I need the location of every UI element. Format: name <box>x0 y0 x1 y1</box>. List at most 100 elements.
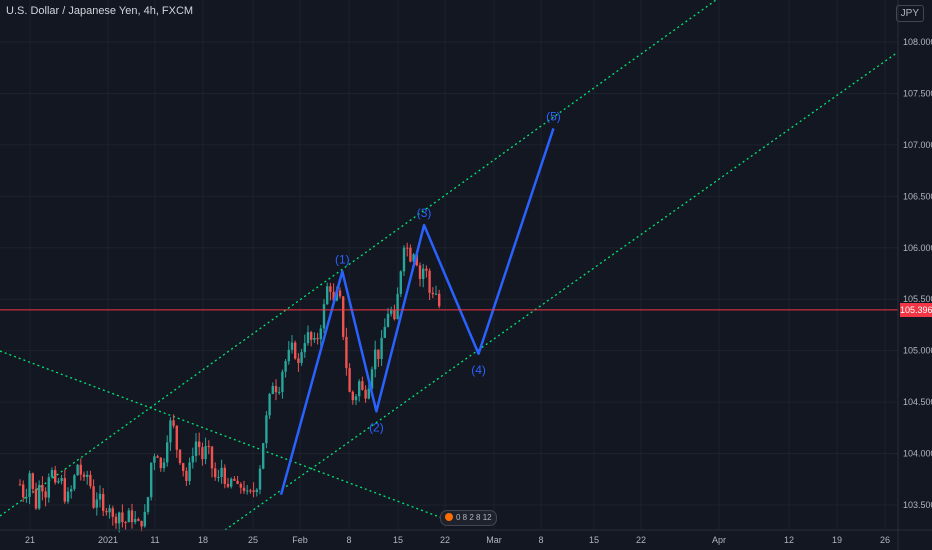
candle-body <box>150 462 153 498</box>
candle-body <box>86 474 89 477</box>
candle-body <box>191 455 194 463</box>
candles <box>18 242 441 533</box>
candle-body <box>114 516 118 524</box>
candle-body <box>66 491 70 502</box>
candle-body <box>172 420 175 426</box>
candle-body <box>95 499 98 508</box>
candle-body <box>287 349 290 362</box>
wave-label: (5) <box>546 109 561 123</box>
candle-body <box>233 478 236 481</box>
candle-body <box>230 478 233 487</box>
candle-body <box>281 371 284 392</box>
candle-body <box>386 313 390 327</box>
wave-label: (4) <box>471 363 486 377</box>
candle-body <box>284 361 287 372</box>
candle-body <box>182 463 185 471</box>
candle-body <box>374 349 377 370</box>
candle-body <box>358 381 361 397</box>
candle-body <box>409 247 412 262</box>
candle-body <box>399 271 402 294</box>
candle-body <box>76 464 79 476</box>
candle-body <box>146 497 150 512</box>
candle-body <box>137 519 140 521</box>
candle-body <box>201 447 204 460</box>
candle-body <box>367 388 370 399</box>
time-tick-label: 26 <box>880 535 890 545</box>
candle-body <box>396 293 399 320</box>
candle-body <box>242 487 246 492</box>
candle-body <box>140 520 143 527</box>
candle-body <box>278 391 281 393</box>
candle-body <box>159 457 162 469</box>
candle-body <box>89 474 92 487</box>
time-axis[interactable]: 21 2021 11 18 25 Feb 8 15 22 Mar 8 15 22 Apr 12 19 26 <box>0 529 932 545</box>
candle-body <box>156 456 159 458</box>
candle-body <box>169 420 172 443</box>
candle-body <box>38 484 41 509</box>
candle-body <box>274 386 278 393</box>
candle-body <box>434 293 438 295</box>
candle-body <box>178 449 182 464</box>
last-price-tag: 105.396 <box>900 302 932 317</box>
candle-body <box>63 478 66 502</box>
candle-body <box>438 293 441 307</box>
candle-body <box>47 477 50 498</box>
candle-body <box>60 478 63 482</box>
candle-body <box>22 484 25 498</box>
candle-body <box>415 254 418 266</box>
candle-body <box>364 389 367 399</box>
candle-body <box>50 470 54 478</box>
price-tick-label: 104.000 <box>903 449 932 459</box>
time-tick-label: 11 <box>150 535 159 545</box>
wave-label: (1) <box>335 252 350 266</box>
candle-body <box>54 470 57 483</box>
candle-body <box>134 519 137 523</box>
candle-body <box>239 483 242 488</box>
time-tick-label: 2021 <box>98 535 118 545</box>
candle-body <box>204 446 207 460</box>
candle-body <box>143 511 146 527</box>
candle-body <box>425 268 428 271</box>
candle-body <box>252 490 255 492</box>
candle-body <box>185 470 188 481</box>
candle-body <box>329 286 332 292</box>
time-tick-label: 15 <box>589 535 599 545</box>
candle-body <box>162 462 166 469</box>
candle-body <box>262 443 265 469</box>
candle-body <box>390 310 393 314</box>
candle-body <box>79 464 82 475</box>
price-tick-label: 105.500 <box>903 294 932 304</box>
currency-badge[interactable]: JPY <box>895 5 924 22</box>
candle-body <box>351 391 354 401</box>
elliott-wave-path[interactable]: (1) (2) (3) (4) (5) <box>279 109 561 496</box>
candle-body <box>431 292 434 295</box>
candle-body <box>306 332 310 344</box>
candle-body <box>28 473 31 497</box>
candle-body <box>322 304 326 329</box>
candle-body <box>316 337 319 340</box>
price-tick-label: 104.500 <box>903 397 932 407</box>
candle-body <box>108 508 111 513</box>
candle-body <box>111 508 114 517</box>
candle-body <box>265 415 268 444</box>
candle-body <box>326 286 329 305</box>
candle-body <box>249 490 252 492</box>
candle-body <box>153 456 156 463</box>
candle-body <box>18 484 22 486</box>
price-axis[interactable]: 103.500 104.000 104.500 105.000 105.500 106.0… <box>897 0 932 550</box>
candle-body <box>57 481 60 483</box>
candle-body <box>268 393 271 416</box>
candle-body <box>310 332 313 340</box>
lower-channel-line <box>224 51 899 531</box>
time-tick-label: 22 <box>440 535 450 545</box>
price-tick-label: 107.000 <box>903 140 932 150</box>
candle-body <box>348 368 351 392</box>
candle-body <box>370 369 374 389</box>
candle-body <box>258 468 262 490</box>
events-badge[interactable]: 0 8 2 8 12 <box>440 510 497 526</box>
candle-body <box>226 483 230 487</box>
time-tick-label: 8 <box>346 535 351 545</box>
candle-body <box>34 488 38 509</box>
candle-body <box>194 441 198 456</box>
